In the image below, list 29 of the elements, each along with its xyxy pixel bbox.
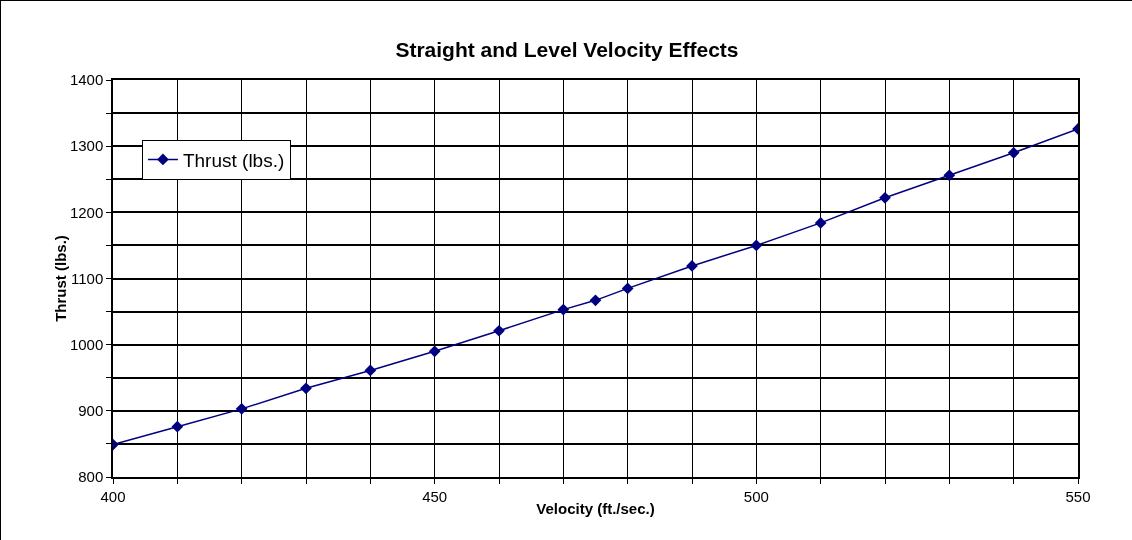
y-tick-label: 900: [78, 402, 104, 420]
y-tick-label: 1200: [69, 203, 104, 221]
point: [235, 403, 248, 415]
point: [428, 345, 441, 358]
point: [171, 420, 184, 433]
x-tick-label: 500: [743, 487, 769, 505]
point: [589, 294, 602, 307]
chart-title: Straight and Level Velocity Effects: [395, 37, 739, 61]
x-axis-title: Velocity (ft./sec.): [536, 500, 655, 518]
point: [943, 169, 956, 182]
point: [1007, 146, 1020, 159]
point: [493, 324, 505, 337]
point: [300, 382, 312, 395]
y-tick-label: 1100: [70, 269, 104, 287]
point: [750, 239, 763, 252]
x-tick-label: 550: [1065, 487, 1091, 505]
y-axis-title: Thrust (lbs.): [51, 235, 69, 322]
point: [879, 191, 891, 204]
y-tick-label: 1300: [69, 137, 104, 155]
legend-label: Thrust (lbs.): [182, 149, 285, 171]
point: [557, 303, 570, 316]
point: [364, 364, 377, 377]
point: [621, 282, 634, 295]
y-tick-label: 1400: [69, 71, 104, 89]
y-tick-label: 800: [78, 468, 104, 486]
x-tick-label: 400: [100, 487, 126, 505]
y-tick-label: 1000: [69, 335, 104, 353]
point: [814, 217, 827, 229]
x-tick-label: 450: [422, 487, 448, 505]
